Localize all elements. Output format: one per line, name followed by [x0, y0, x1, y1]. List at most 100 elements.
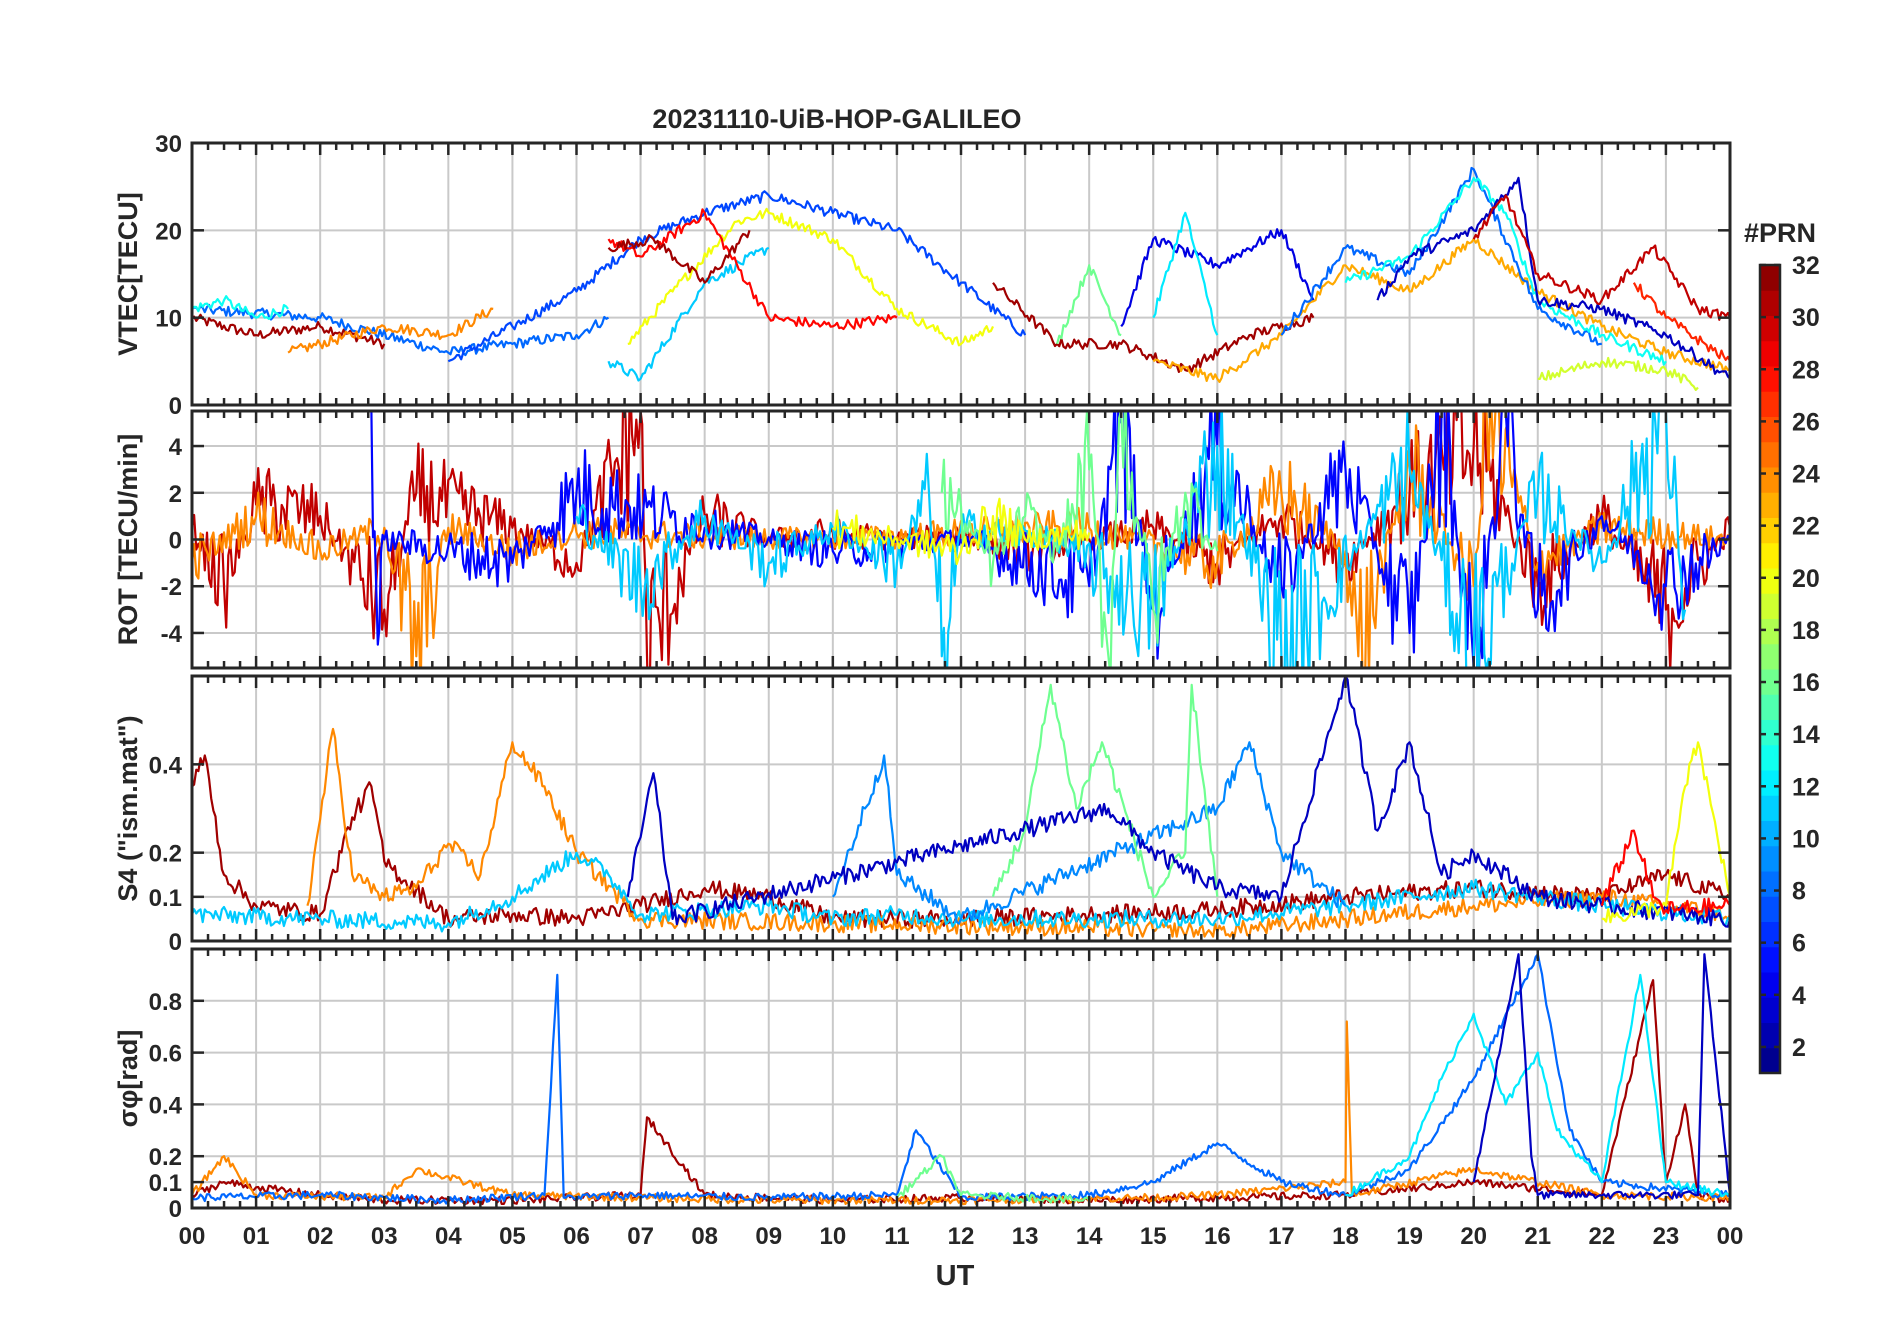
colorbar-band [1760, 441, 1780, 468]
colorbar-band [1760, 972, 1780, 998]
vtec-series-prn-13 [1344, 176, 1667, 366]
x-tick-label: 22 [1588, 1223, 1615, 1250]
y-tick-label: 0.4 [149, 1092, 183, 1119]
x-tick-label: 09 [755, 1223, 782, 1250]
colorbar-band [1760, 820, 1780, 847]
s4-series-prn-20 [1601, 741, 1730, 924]
rot-series-prn-30 [192, 411, 1730, 668]
colorbar-band [1760, 694, 1780, 720]
sigma-phi-series-prn-3 [1472, 953, 1730, 1200]
x-tick-label: 08 [691, 1223, 718, 1250]
x-tick-label: 12 [948, 1223, 975, 1250]
colorbar-band [1760, 795, 1780, 821]
panel-sigma-phi: 00.10.2 0.4 0.6 0.8σφ[rad] [113, 947, 1732, 1223]
colorbar-tick-label: 26 [1792, 408, 1820, 436]
y-tick-label: 0.2 [149, 1144, 182, 1171]
colorbar-band [1760, 643, 1780, 670]
y-tick-label: 0 [169, 929, 182, 956]
vtec-series-prn-12 [1152, 211, 1219, 336]
vtec-series-prn-27 [1632, 282, 1730, 362]
y-tick-label: 0.4 [149, 752, 183, 779]
vtec-series-prn-31 [992, 282, 1315, 373]
panel-rot: -4 -2 0 2 4 ROT [TECU/min] [113, 409, 1732, 670]
colorbar-band [1760, 568, 1780, 594]
colorbar-band [1760, 997, 1780, 1023]
colorbar-tick-label: 28 [1792, 356, 1820, 384]
vtec-series-prn-8 [192, 303, 610, 357]
y-tick-label: 0.2 [149, 841, 182, 868]
colorbar-band [1760, 921, 1780, 948]
x-tick-label: 00 [1717, 1223, 1744, 1250]
vtec-series-prn-11 [607, 246, 770, 382]
x-tick-label: 10 [819, 1223, 846, 1250]
colorbar-band [1760, 315, 1780, 342]
vtec-series-prn-13 [192, 295, 289, 320]
colorbar-tick-label: 16 [1792, 669, 1820, 697]
y-tick-label: 0.6 [149, 1041, 182, 1068]
rot-series-prn-11 [575, 411, 1687, 668]
x-tick-label: 18 [1332, 1223, 1359, 1250]
x-tick-label: 03 [371, 1223, 398, 1250]
colorbar-band [1760, 416, 1780, 443]
colorbar-tick-label: 32 [1792, 252, 1820, 280]
x-tick-label: 04 [435, 1223, 462, 1250]
y-tick-label: 2 [169, 481, 182, 508]
colorbar-band [1760, 770, 1780, 796]
colorbar-band [1760, 845, 1780, 872]
y-axis-label: ROT [TECU/min] [113, 434, 143, 645]
rot-series-prn-20 [832, 497, 1091, 566]
colorbar-tick-label: 6 [1792, 930, 1806, 958]
y-tick-label: 0 [169, 393, 182, 420]
vtec-series-prn-28 [607, 208, 898, 331]
s4-series-prn-9 [831, 741, 1347, 925]
colorbar-band [1760, 593, 1780, 619]
colorbar-band [1760, 517, 1780, 544]
x-tick-label: 17 [1268, 1223, 1295, 1250]
rot-series-prn-16 [940, 411, 1219, 668]
colorbar-tick-label: 20 [1792, 565, 1820, 593]
colorbar-band [1760, 391, 1780, 417]
panel-vtec: 0 10 20 30 VTEC[TECU] [113, 131, 1732, 420]
colorbar-frame [1758, 263, 1782, 1075]
x-tick-label: 23 [1653, 1223, 1680, 1250]
vtec-series-prn-31 [192, 313, 386, 350]
sigma-phi-series-prn-16 [895, 1153, 1091, 1204]
y-tick-label: 10 [155, 306, 182, 333]
x-tick-label: 14 [1076, 1223, 1103, 1250]
colorbar-band [1760, 871, 1780, 897]
s4-series-prn-3 [626, 676, 1730, 928]
y-tick-label: 0 [169, 528, 182, 555]
colorbar-tick-label: 14 [1792, 721, 1820, 749]
s4-series-prn-24 [306, 727, 1730, 938]
x-tick-label: 06 [563, 1223, 590, 1250]
y-tick-label: 0.1 [149, 1170, 182, 1197]
x-axis-label: UT [936, 1260, 975, 1292]
x-tick-label: 02 [307, 1223, 334, 1250]
x-axis-tick-labels: 00 01 02 03 04 05 06 07 08 09 10 11 12 13 14 15 16 17 18 19… [179, 1223, 1744, 1250]
x-tick-label: 13 [1012, 1223, 1039, 1250]
colorbar-tick-label: 10 [1792, 825, 1820, 853]
colorbar-band [1760, 366, 1780, 392]
y-tick-label: -4 [161, 621, 183, 648]
y-tick-label: 20 [155, 218, 182, 245]
vtec-series-prn-20 [627, 207, 995, 347]
vtec-series-prn-23 [1152, 238, 1730, 383]
panel-s4: 0 0.1 0.2 0.4S4 ("ism.mat") [113, 674, 1732, 956]
vtec-series-prn-19 [1537, 356, 1699, 391]
colorbar-band [1760, 340, 1780, 367]
colorbar-band [1760, 467, 1780, 493]
vtec-series-prn-30 [1472, 194, 1730, 321]
colorbar-band [1760, 1047, 1780, 1074]
colorbar-band [1760, 492, 1780, 518]
colorbar-band [1760, 946, 1780, 973]
colorbar-band [1760, 1022, 1780, 1049]
x-tick-label: 21 [1524, 1223, 1551, 1250]
series-group [192, 166, 1730, 391]
x-tick-label: 15 [1140, 1223, 1167, 1250]
colorbar-tick-label: 4 [1792, 982, 1806, 1010]
y-tick-label: 0 [169, 1196, 182, 1223]
colorbar-tick-label: 18 [1792, 617, 1820, 645]
x-tick-label: 05 [499, 1223, 526, 1250]
figure-title: 20231110-UiB-HOP-GALILEO [652, 104, 1021, 134]
